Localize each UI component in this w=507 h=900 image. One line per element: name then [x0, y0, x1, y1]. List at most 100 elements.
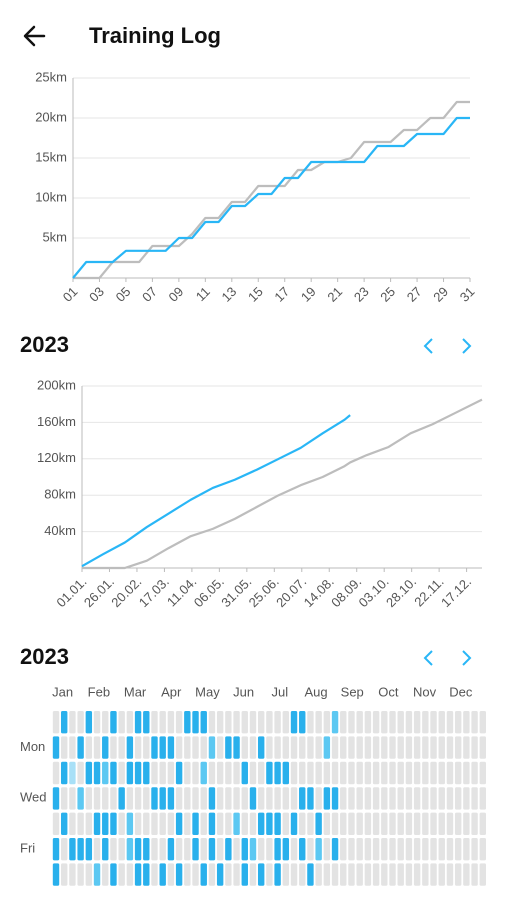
day-cell — [422, 736, 429, 759]
day-cell — [274, 736, 281, 759]
day-cell — [315, 838, 322, 861]
day-cell — [85, 838, 93, 861]
day-cell — [430, 838, 437, 861]
day-cell — [364, 838, 372, 861]
day-cell — [397, 736, 404, 759]
day-cell — [274, 812, 281, 835]
day-cell — [348, 736, 355, 759]
y-tick-label: 20km — [35, 109, 67, 124]
day-cell — [405, 812, 413, 835]
day-cell — [364, 736, 372, 759]
day-cell — [192, 787, 199, 810]
day-cell — [463, 838, 470, 861]
back-button[interactable] — [23, 25, 46, 47]
day-cell — [471, 711, 478, 734]
day-cell — [266, 736, 273, 759]
day-cell — [397, 761, 404, 785]
day-cell — [446, 812, 454, 835]
day-cell — [422, 863, 429, 886]
day-cell — [85, 812, 93, 835]
x-tick-label: 07 — [139, 284, 160, 305]
day-cell — [184, 863, 191, 886]
day-cell — [438, 787, 445, 810]
day-cell — [77, 863, 84, 886]
day-cell — [479, 863, 486, 886]
day-cell — [93, 812, 101, 835]
day-cell — [356, 711, 363, 734]
day-cell — [274, 787, 281, 810]
day-cell — [143, 863, 150, 886]
day-cell — [184, 711, 191, 734]
day-cell — [274, 838, 281, 861]
day-cell — [200, 838, 207, 861]
day-cell — [143, 761, 150, 785]
day-cell — [167, 761, 175, 785]
day-cell — [471, 863, 478, 886]
day-cell — [266, 761, 273, 785]
day-cell — [126, 711, 134, 734]
day-cell — [216, 863, 224, 886]
day-cell — [290, 787, 298, 810]
day-cell — [266, 711, 273, 734]
day-cell — [257, 863, 265, 886]
day-cell — [413, 787, 421, 810]
day-cell — [422, 711, 429, 734]
day-cell — [389, 838, 396, 861]
day-cell — [438, 838, 445, 861]
day-cell — [323, 787, 331, 810]
day-cell — [446, 863, 454, 886]
day-cell — [340, 761, 347, 785]
day-cell — [208, 812, 216, 835]
day-cell — [126, 812, 134, 835]
day-cell — [315, 787, 322, 810]
day-cell — [299, 812, 306, 835]
day-cell — [381, 812, 388, 835]
month-label: Jul — [272, 684, 289, 699]
day-cell — [93, 711, 101, 734]
x-tick-label: 01.01. — [53, 574, 89, 610]
day-cell — [315, 711, 322, 734]
x-tick-label: 15 — [245, 284, 266, 305]
day-cell — [372, 812, 380, 835]
day-cell — [323, 812, 331, 835]
day-cell — [118, 812, 125, 835]
prev-year-button[interactable] — [423, 650, 433, 666]
day-cell — [381, 863, 388, 886]
day-cell — [323, 863, 331, 886]
x-tick-label: 21 — [324, 284, 345, 305]
day-cell — [413, 711, 421, 734]
x-tick-label: 17.12. — [438, 574, 474, 610]
day-cell — [143, 711, 150, 734]
day-cell — [61, 838, 68, 861]
prev-year-button[interactable] — [423, 338, 433, 354]
day-cell — [257, 838, 265, 861]
day-cell — [85, 736, 93, 759]
day-cell — [110, 711, 117, 734]
day-cell — [405, 787, 413, 810]
day-cell — [118, 711, 125, 734]
day-cell — [241, 863, 248, 886]
day-cell — [454, 711, 462, 734]
next-year-button[interactable] — [462, 338, 472, 354]
day-cell — [356, 736, 363, 759]
data-line — [73, 100, 470, 280]
day-cell — [323, 736, 331, 759]
next-year-button[interactable] — [462, 650, 472, 666]
day-cell — [438, 711, 445, 734]
day-cell — [413, 736, 421, 759]
x-tick-label: 31.05. — [218, 574, 254, 610]
x-tick-label: 20.07. — [273, 574, 309, 610]
day-cell — [225, 787, 232, 810]
day-cell — [364, 711, 372, 734]
day-cell — [454, 863, 462, 886]
day-cell — [381, 761, 388, 785]
day-cell — [274, 711, 281, 734]
day-cell — [257, 761, 265, 785]
day-cell — [184, 787, 191, 810]
day-cell — [282, 761, 290, 785]
day-cell — [159, 838, 166, 861]
day-cell — [299, 838, 306, 861]
day-cell — [52, 863, 60, 886]
day-cell — [175, 812, 183, 835]
day-cell — [397, 863, 404, 886]
